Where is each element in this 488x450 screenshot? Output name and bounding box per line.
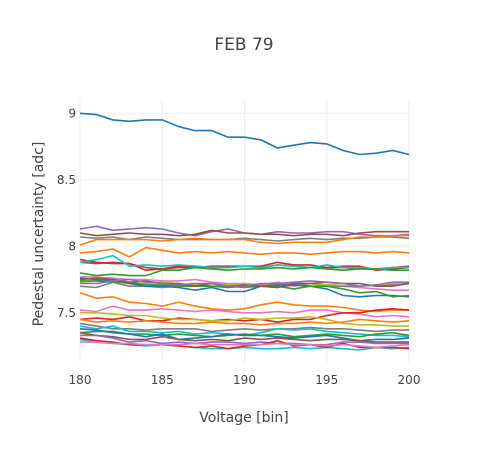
y-tick-label: 8 <box>68 239 76 253</box>
x-tick-label: 185 <box>151 373 174 387</box>
series-lines <box>79 112 410 351</box>
series-line-23 <box>79 322 409 333</box>
series-line-17 <box>80 278 409 288</box>
series-line-5 <box>79 234 409 246</box>
series-line-27 <box>79 331 409 343</box>
series-line-22 <box>79 318 410 326</box>
x-tick-label: 180 <box>69 373 92 387</box>
series-line-28 <box>80 334 409 346</box>
series-line-9 <box>79 254 409 270</box>
series-line-1 <box>79 112 410 156</box>
series-line-18 <box>79 292 409 313</box>
series-line-10 <box>79 266 409 277</box>
x-tick-labels: 180 185 190 195 200 <box>69 373 421 387</box>
chart-title: FEB 79 <box>214 35 273 55</box>
x-axis-title: Voltage [bin] <box>199 410 289 426</box>
series-line-3 <box>79 229 409 237</box>
y-tick-label: 9 <box>68 106 76 120</box>
series-line-16 <box>79 277 410 289</box>
series-line-20 <box>79 307 410 323</box>
y-axis-title: Pedestal uncertainty [adc] <box>31 142 47 327</box>
y-tick-label: 7.5 <box>57 306 76 320</box>
series-line-12 <box>79 281 410 289</box>
y-tick-label: 8.5 <box>57 173 76 187</box>
x-tick-label: 200 <box>398 373 421 387</box>
y-tick-labels: 7.5 8 8.5 9 <box>57 106 76 319</box>
series-line-6 <box>79 246 410 258</box>
series-line-31 <box>80 341 410 349</box>
series-line-21 <box>80 311 409 327</box>
x-tick-label: 190 <box>233 373 256 387</box>
series-line-19 <box>79 305 410 318</box>
x-tick-label: 195 <box>315 373 338 387</box>
series-line-25 <box>79 330 410 338</box>
series-line-14 <box>79 277 410 298</box>
